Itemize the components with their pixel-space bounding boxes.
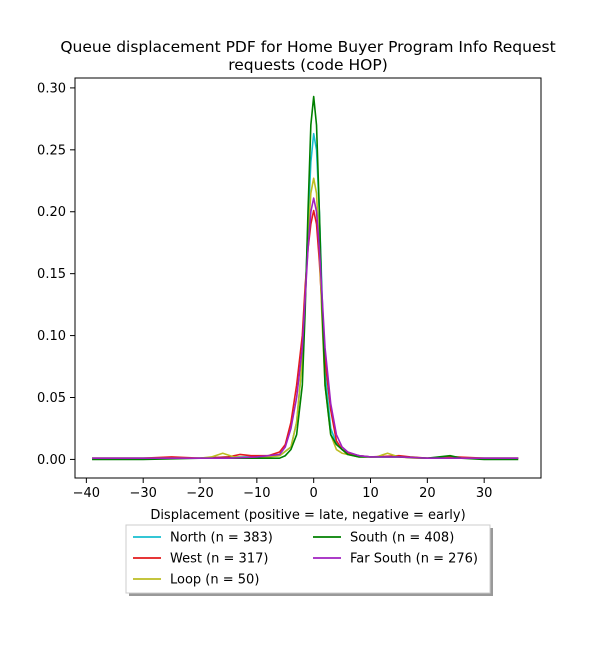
chart-title-line-2: requests (code HOP) bbox=[228, 56, 388, 74]
x-tick-label: 20 bbox=[419, 486, 436, 501]
plot-frame bbox=[74, 77, 542, 479]
x-tick-label: −30 bbox=[129, 486, 156, 501]
x-tick-label: 30 bbox=[476, 486, 493, 501]
legend-label-0: North (n = 383) bbox=[170, 531, 273, 546]
y-tick-label: 0.25 bbox=[37, 143, 66, 158]
ticks-layer: −40 −30 −20 −10 0 10 20 30 0.00 0.05 0.10 0.15 0.20 0… bbox=[37, 81, 492, 501]
x-tick-label: 10 bbox=[362, 486, 379, 501]
legend-label-2: Loop (n = 50) bbox=[170, 573, 259, 588]
x-tick-label: −10 bbox=[243, 486, 270, 501]
x-tick-label: −20 bbox=[186, 486, 213, 501]
y-tick-label: 0.30 bbox=[37, 81, 66, 96]
legend-box bbox=[125, 524, 491, 594]
y-tick-label: 0.15 bbox=[37, 267, 66, 282]
legend-label-4: Far South (n = 276) bbox=[350, 552, 478, 567]
series-line-4 bbox=[92, 197, 519, 459]
series-layer bbox=[92, 95, 519, 461]
chart-title-line-1: Queue displacement PDF for Home Buyer Pr… bbox=[60, 38, 555, 56]
series-line-1 bbox=[92, 209, 519, 459]
x-axis-label: Displacement (positive = late, negative … bbox=[150, 508, 465, 523]
legend-label-3: South (n = 408) bbox=[350, 531, 454, 546]
y-tick-label: 0.20 bbox=[37, 205, 66, 220]
x-tick-label: 0 bbox=[310, 486, 318, 501]
x-tick-label: −40 bbox=[73, 486, 100, 501]
legend-label-1: West (n = 317) bbox=[170, 552, 268, 567]
legend-items: North (n = 383) West (n = 317) Loop (n = 5… bbox=[133, 531, 478, 588]
y-tick-label: 0.05 bbox=[37, 391, 66, 406]
y-tick-label: 0.00 bbox=[37, 453, 66, 468]
legend: North (n = 383) West (n = 317) Loop (n = 5… bbox=[125, 524, 493, 596]
y-tick-label: 0.10 bbox=[37, 329, 66, 344]
series-line-2 bbox=[92, 177, 519, 459]
